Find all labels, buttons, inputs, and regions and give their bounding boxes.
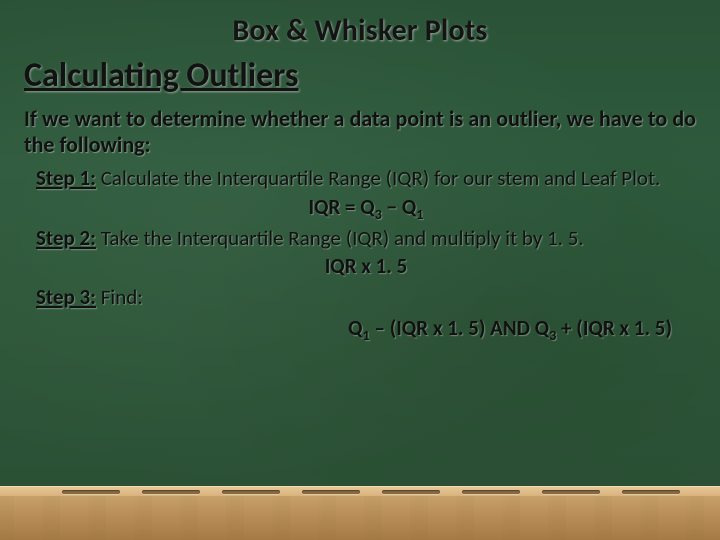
formula1-mid: − Q (382, 194, 416, 220)
formula1-sub-b: 1 (416, 205, 423, 223)
step-2-text: Take the Interquartile Range (IQR) and m… (96, 225, 584, 251)
step-1-text: Calculate the Interquartile Range (IQR) … (96, 165, 660, 191)
final-mid1: – (IQR x 1. 5) AND Q (370, 315, 549, 341)
chalkboard-shelf (0, 486, 720, 540)
slide: Box & Whisker Plots Calculating Outliers… (0, 0, 720, 540)
final-mid2: + (IQR x 1. 5) (556, 315, 672, 341)
step-3-formula: Q1 – (IQR x 1. 5) AND Q3 + (IQR x 1. 5) (36, 315, 696, 341)
formula1-pre: IQR = Q (308, 194, 374, 220)
step-3-text: Find: (96, 284, 143, 310)
step-1: Step 1: Calculate the Interquartile Rang… (36, 166, 696, 192)
slide-title: Box & Whisker Plots (24, 12, 696, 49)
shelf-grain (0, 496, 720, 540)
step-2-formula: IQR x 1. 5 (36, 253, 696, 279)
shelf-slot (542, 490, 600, 494)
steps-block: Step 1: Calculate the Interquartile Rang… (36, 166, 696, 341)
step-3-label: Step 3: (36, 284, 96, 310)
intro-text: If we want to determine whether a data p… (24, 106, 696, 158)
step-3: Step 3: Find: (36, 285, 696, 311)
content-area: Box & Whisker Plots Calculating Outliers… (0, 0, 720, 341)
shelf-slot (142, 490, 200, 494)
formula1-sub-a: 3 (375, 205, 382, 223)
final-pre: Q (348, 315, 362, 341)
step-2-label: Step 2: (36, 225, 96, 251)
section-heading: Calculating Outliers (24, 55, 696, 96)
shelf-slot (302, 490, 360, 494)
step-1-formula: IQR = Q3 − Q1 (36, 194, 696, 220)
shelf-slot (62, 490, 120, 494)
final-sub-a: 1 (363, 326, 370, 344)
shelf-slot (462, 490, 520, 494)
shelf-slot (622, 490, 680, 494)
step-2: Step 2: Take the Interquartile Range (IQ… (36, 226, 696, 252)
step-1-label: Step 1: (36, 165, 96, 191)
shelf-slot-row (0, 486, 720, 496)
shelf-slot (382, 490, 440, 494)
shelf-slot (222, 490, 280, 494)
